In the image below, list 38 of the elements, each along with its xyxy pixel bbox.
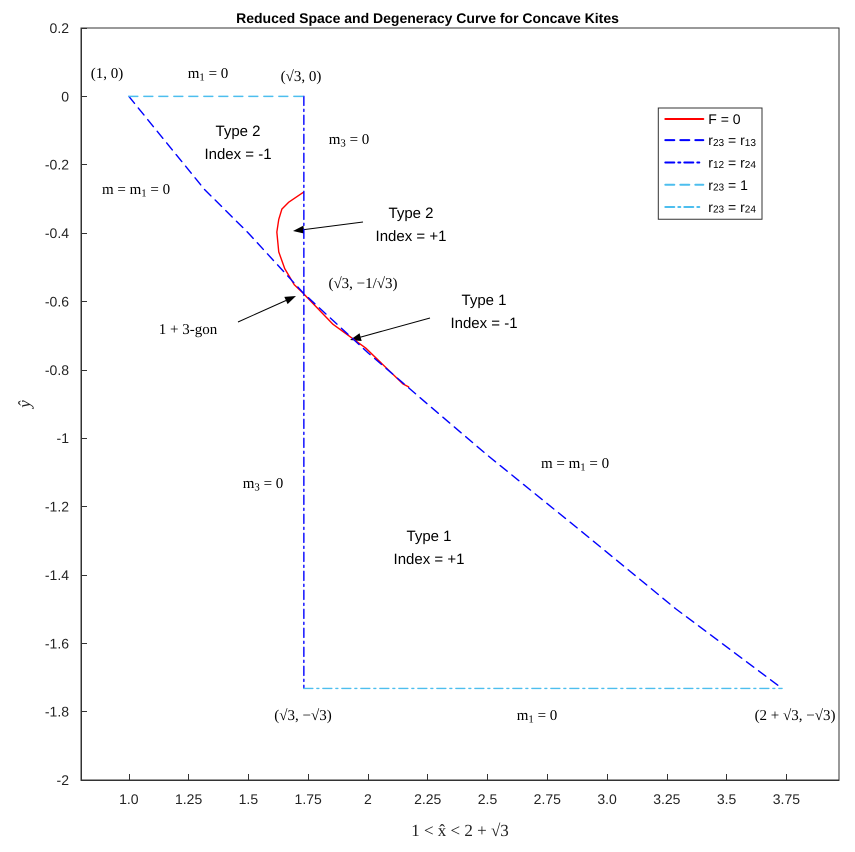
annotation: Type 1 Index = +1: [394, 528, 464, 568]
y-tick-label: -2: [56, 772, 70, 788]
y-tick-label: -0.6: [44, 293, 70, 310]
x-tick-label: 3.75: [772, 791, 800, 807]
annotation: (1, 0): [90, 66, 124, 82]
annotation: (√3, −1/√3): [328, 276, 398, 292]
x-tick-label: 2.5: [478, 791, 498, 807]
y-tick-label: -1.6: [44, 635, 70, 652]
x-axis-title: 1 < x̂ < 2 + √3: [411, 821, 509, 840]
y-tick-label: -0.2: [44, 156, 70, 173]
annotation: Type 1 Index = -1: [450, 292, 518, 332]
annotation: (√3, 0): [280, 69, 322, 85]
y-tick-label: -1.4: [44, 566, 70, 583]
y-tick-label: -1.2: [44, 498, 70, 515]
x-tick-label: 3.0: [597, 791, 617, 807]
x-tick-label: 2.25: [414, 791, 442, 807]
x-tick-label: 1.0: [119, 791, 139, 807]
x-tick-label: 1.75: [294, 791, 322, 807]
x-tick-label: 2.75: [534, 791, 562, 807]
y-tick-label: -0.8: [44, 362, 70, 378]
x-tick-label: 3.5: [716, 791, 737, 807]
annotation: 1 + 3-gon: [158, 322, 218, 338]
x-tick-label: 1.5: [238, 791, 258, 807]
x-tick-label: 3.25: [653, 791, 681, 807]
y-tick-label: 0: [61, 88, 70, 104]
x-tick-label: 2: [364, 791, 372, 807]
annotation: Type 2 Index = -1: [204, 123, 272, 163]
x-tick-label: 1.25: [174, 791, 202, 807]
y-tick-label: -1.8: [44, 704, 70, 720]
y-tick-label: -1: [56, 430, 70, 446]
y-axis-title: ŷ: [15, 400, 34, 410]
y-tick-label: -0.4: [44, 225, 70, 242]
chart-title: Reduced Space and Degeneracy Curve for Concave Kites: [236, 10, 620, 26]
annotation: Type 2 Index = +1: [376, 205, 446, 245]
y-tick-label: 0.2: [50, 20, 70, 36]
legend-label: F = 0: [708, 111, 741, 127]
annotation: (√3, −√3): [274, 708, 332, 724]
annotation: (2 + √3, −√3): [754, 708, 836, 724]
